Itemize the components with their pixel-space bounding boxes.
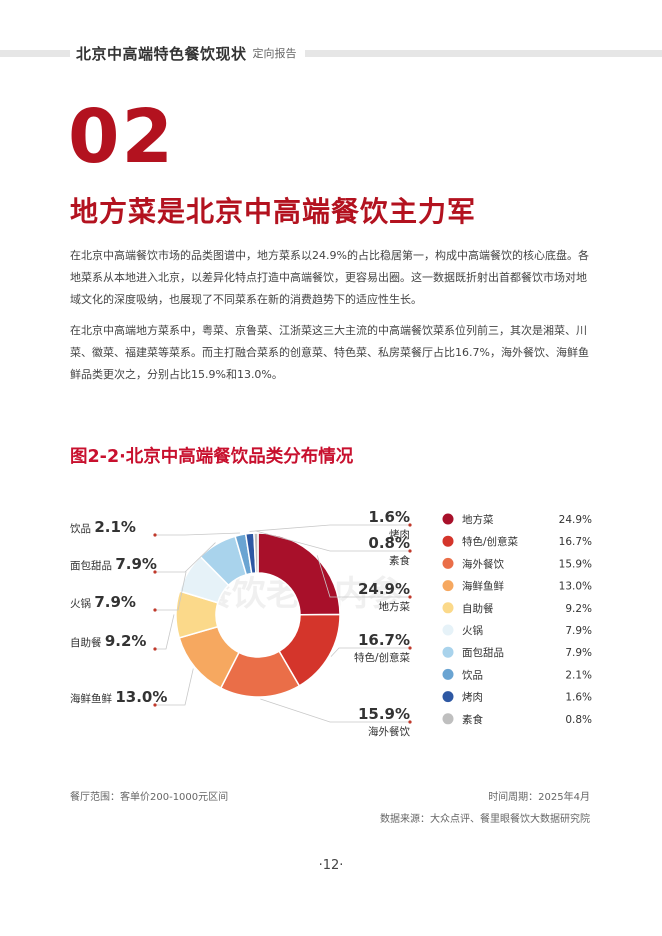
footnote-scope: 餐厅范围：客单价200-1000元区间 (70, 792, 229, 803)
section-title: 地方菜是北京中高端餐饮主力军 (70, 195, 477, 228)
callout-dot (408, 720, 412, 724)
callout-line (249, 524, 410, 532)
legend-swatch (442, 624, 454, 636)
data-label-name: 海鲜鱼鲜 (70, 692, 115, 705)
body-paragraph: 在北京中高端餐饮市场的品类图谱中，地方菜系以24.9%的占比稳居第一，构成中高端… (70, 249, 589, 306)
callout-line (330, 647, 410, 657)
footnote-source: 数据来源：大众点评、餐里眼餐饮大数据研究院 (380, 814, 590, 825)
callout-dot (408, 595, 412, 599)
legend-swatch (442, 646, 454, 658)
callout-line (255, 530, 410, 552)
legend-value: 9.2% (565, 603, 592, 615)
legend-swatch (442, 557, 454, 569)
callout-line (155, 542, 216, 573)
data-label-value: 1.6% (368, 508, 410, 526)
legend-swatch (442, 691, 454, 703)
legend-value: 16.7% (559, 536, 592, 548)
data-label-value: 7.9% (115, 555, 157, 573)
data-label-value: 16.7% (358, 631, 410, 649)
report-subtitle: 定向报告 (252, 47, 297, 60)
data-label: 火锅 7.9% (70, 593, 136, 611)
callout-line (316, 555, 410, 598)
data-label-name: 自助餐 (70, 636, 105, 649)
data-label-name: 烤肉 (389, 528, 410, 541)
section-number: 02 (68, 94, 175, 180)
callout-line (155, 532, 240, 536)
callout-dot (153, 570, 157, 574)
legend-swatch (442, 535, 454, 547)
legend-swatch (442, 713, 454, 725)
callout-dot (408, 646, 412, 650)
callout-dot (408, 523, 412, 527)
legend-label: 海外餐饮 (462, 557, 504, 570)
legend-value: 7.9% (565, 625, 592, 637)
legend-label: 素食 (462, 713, 483, 726)
legend-value: 24.9% (559, 514, 592, 526)
legend-value: 1.6% (565, 692, 592, 704)
legend-label: 火锅 (462, 625, 483, 637)
data-label-name: 地方菜 (379, 600, 411, 613)
data-label-value: 7.9% (94, 593, 136, 611)
legend-swatch (442, 513, 454, 525)
legend-label: 海鲜鱼鲜 (462, 580, 504, 593)
footnote-period: 时间周期：2025年4月 (488, 792, 590, 803)
callout-line (155, 668, 194, 706)
slice-9 (253, 532, 259, 574)
legend-value: 7.9% (565, 647, 592, 659)
legend-swatch (442, 602, 454, 614)
legend-swatch (442, 580, 454, 592)
data-label-value: 15.9% (358, 705, 410, 723)
data-label-name: 特色/创意菜 (354, 651, 411, 664)
data-label-value: 2.1% (94, 518, 136, 536)
report-header: 北京中高端特色餐饮现状 定向报告 (70, 40, 305, 66)
figure-title: 图2-2·北京中高端餐饮品类分布情况 (70, 447, 354, 467)
data-label-name: 火锅 (70, 598, 94, 610)
legend-label: 烤肉 (462, 691, 483, 704)
callout-dot (153, 533, 157, 537)
legend-label: 饮品 (462, 668, 483, 681)
legend-value: 15.9% (559, 558, 592, 570)
data-label: 饮品 2.1% (70, 518, 136, 536)
data-label-value: 24.9% (358, 580, 410, 598)
page-number: ·12· (318, 858, 344, 873)
callout-dot (153, 703, 157, 707)
callout-line (155, 571, 187, 611)
callout-dot (153, 647, 157, 651)
legend-value: 13.0% (559, 581, 592, 593)
legend-value: 0.8% (565, 714, 592, 726)
callout-dot (153, 608, 157, 612)
callout-line (260, 698, 410, 723)
data-label-name: 素食 (389, 554, 410, 567)
data-label-value: 13.0% (115, 688, 167, 706)
data-label-name: 饮品 (70, 522, 94, 535)
legend-label: 面包甜品 (462, 646, 504, 659)
report-title: 北京中高端特色餐饮现状 (76, 44, 247, 63)
data-label-value: 9.2% (105, 632, 147, 650)
data-label-name: 面包甜品 (70, 559, 115, 572)
data-label: 自助餐 9.2% (70, 632, 146, 650)
legend-swatch (442, 668, 454, 680)
legend-label: 地方菜 (462, 513, 494, 526)
data-label: 海鲜鱼鲜 13.0% (70, 688, 167, 706)
callout-line (155, 614, 175, 650)
data-label-name: 海外餐饮 (368, 725, 410, 738)
header-rule (0, 50, 662, 57)
legend-label: 特色/创意菜 (462, 535, 519, 548)
legend-label: 自助餐 (462, 602, 494, 615)
data-label-value: 0.8% (368, 534, 410, 552)
data-label: 面包甜品 7.9% (70, 555, 157, 573)
legend-value: 2.1% (565, 669, 592, 681)
callout-dot (408, 549, 412, 553)
body-paragraph: 在北京中高端地方菜系中，粤菜、京鲁菜、江浙菜这三大主流的中高端餐饮菜系位列前三，… (70, 324, 589, 381)
